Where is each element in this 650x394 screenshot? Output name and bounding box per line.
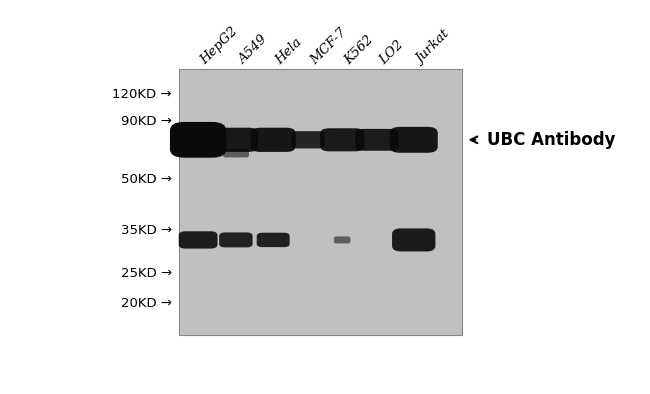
FancyBboxPatch shape — [291, 131, 325, 149]
Ellipse shape — [185, 143, 200, 154]
Text: Hela: Hela — [273, 35, 305, 67]
FancyBboxPatch shape — [214, 128, 258, 152]
FancyBboxPatch shape — [334, 236, 350, 243]
Text: MCF-7: MCF-7 — [308, 26, 349, 67]
Text: Jurkat: Jurkat — [414, 28, 452, 67]
FancyBboxPatch shape — [392, 229, 436, 251]
FancyBboxPatch shape — [179, 231, 218, 249]
Text: HepG2: HepG2 — [198, 25, 240, 67]
Text: UBC Antibody: UBC Antibody — [487, 131, 616, 149]
FancyBboxPatch shape — [257, 233, 290, 247]
Text: 25KD →: 25KD → — [121, 267, 172, 280]
Text: 120KD →: 120KD → — [112, 88, 172, 101]
FancyBboxPatch shape — [250, 128, 296, 152]
Text: 90KD →: 90KD → — [121, 115, 172, 128]
FancyBboxPatch shape — [179, 69, 462, 336]
FancyBboxPatch shape — [320, 128, 365, 151]
Text: 35KD →: 35KD → — [121, 224, 172, 237]
FancyBboxPatch shape — [389, 127, 438, 153]
FancyBboxPatch shape — [170, 122, 226, 158]
Text: A549: A549 — [236, 33, 270, 67]
Text: 50KD →: 50KD → — [121, 173, 172, 186]
FancyBboxPatch shape — [356, 129, 398, 151]
Text: 20KD →: 20KD → — [121, 297, 172, 310]
Text: K562: K562 — [342, 33, 376, 67]
Text: LO2: LO2 — [377, 38, 406, 67]
FancyBboxPatch shape — [223, 149, 249, 158]
FancyBboxPatch shape — [219, 232, 253, 247]
